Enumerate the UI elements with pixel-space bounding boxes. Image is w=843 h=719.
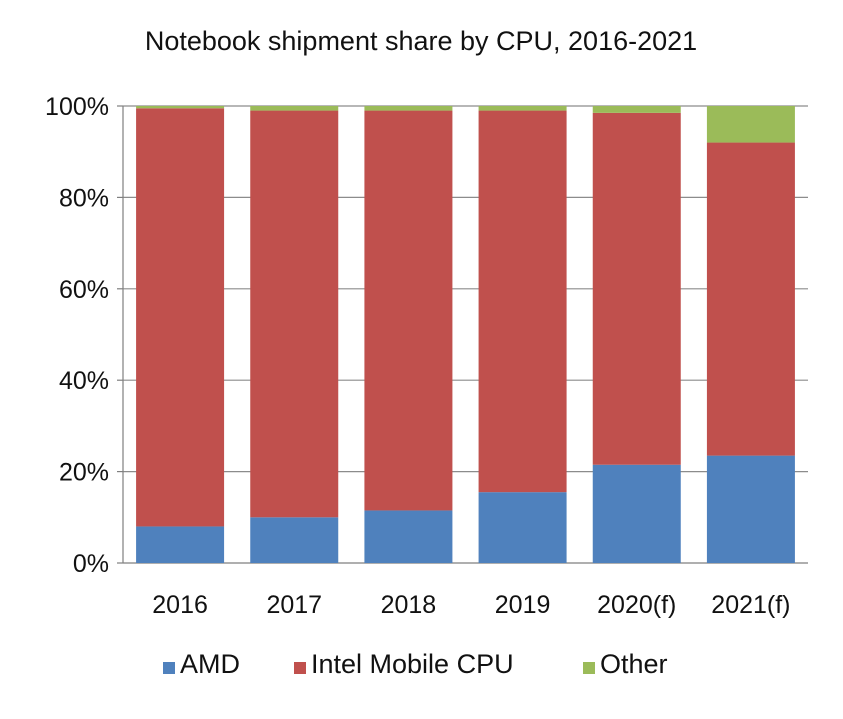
y-tick-label: 20% (59, 459, 109, 487)
y-tick-label: 40% (59, 367, 109, 395)
legend-label: Other (600, 649, 668, 679)
bar-segment-intel-mobile-cpu (706, 142, 795, 456)
bar-segment-intel-mobile-cpu (592, 112, 681, 465)
x-tick-label: 2018 (381, 591, 437, 619)
chart-title: Notebook shipment share by CPU, 2016-202… (145, 26, 697, 56)
y-tick-label: 80% (59, 184, 109, 212)
y-tick-label: 0% (73, 550, 109, 578)
bar-segment-other (250, 106, 339, 111)
x-tick-label: 2019 (495, 591, 551, 619)
bar-segment-other (706, 106, 795, 143)
bar-segment-amd (364, 510, 453, 563)
legend-swatch (294, 662, 306, 674)
bar-segment-intel-mobile-cpu (364, 110, 453, 511)
legend-label: Intel Mobile CPU (311, 649, 514, 679)
bar-segment-amd (706, 455, 795, 563)
gridlines (117, 105, 808, 564)
legend-swatch (163, 662, 175, 674)
bars (136, 106, 795, 563)
legend: AMD Intel Mobile CPU Other (163, 649, 668, 679)
x-tick-label: 2017 (266, 591, 322, 619)
bar-segment-amd (478, 492, 567, 563)
legend-swatch (583, 662, 595, 674)
bar-segment-amd (136, 526, 225, 563)
bar-segment-amd (250, 517, 339, 563)
bar-segment-amd (592, 464, 681, 563)
x-axis-ticks: 2016 2017 2018 2019 2020(f) 2021(f) (152, 591, 790, 619)
x-tick-label: 2016 (152, 591, 208, 619)
bar-segment-other (136, 106, 225, 109)
bar-segment-other (592, 106, 681, 113)
bar-segment-other (364, 106, 453, 111)
y-tick-label: 60% (59, 276, 109, 304)
x-tick-label: 2021(f) (711, 591, 790, 619)
y-tick-label: 100% (45, 93, 109, 121)
bar-segment-intel-mobile-cpu (250, 110, 339, 518)
bar-segment-other (478, 106, 567, 111)
x-tick-label: 2020(f) (597, 591, 676, 619)
bar-segment-intel-mobile-cpu (478, 110, 567, 493)
y-axis-ticks: 0% 20% 40% 60% 80% 100% (45, 93, 109, 578)
legend-label: AMD (180, 649, 240, 679)
bar-segment-intel-mobile-cpu (136, 108, 225, 527)
